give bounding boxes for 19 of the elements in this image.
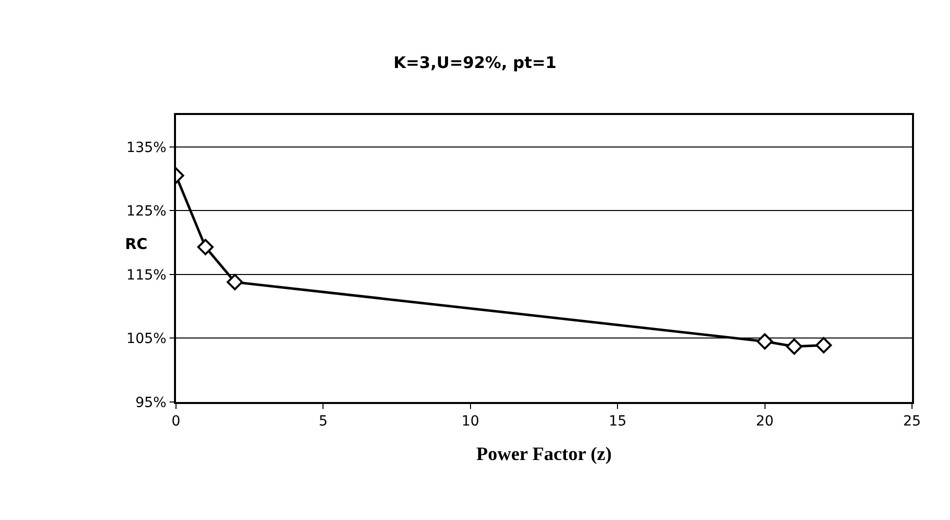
chart-title: K=3,U=92%, pt=1 [394, 53, 556, 72]
x-tick-label: 10 [461, 414, 480, 430]
y-tick-label: 105% [126, 331, 166, 348]
y-tick-label: 95% [135, 394, 166, 411]
point [786, 338, 802, 355]
x-tick-label: 15 [608, 414, 627, 430]
x-tick-label: 25 [903, 414, 921, 430]
point [816, 337, 832, 354]
x-tick-label: 0 [172, 414, 180, 430]
y-tick-label: 125% [126, 204, 166, 220]
point [226, 274, 244, 290]
y-tick-label: 115% [126, 267, 166, 284]
point [756, 333, 773, 350]
x-tick-label: 20 [756, 414, 774, 430]
x-axis-title: Power Factor (z) [476, 444, 612, 465]
point [197, 238, 214, 256]
x-tick-label: 5 [318, 414, 328, 430]
y-tick-label: 135% [126, 140, 166, 156]
y-axis-title: RC [125, 235, 148, 253]
